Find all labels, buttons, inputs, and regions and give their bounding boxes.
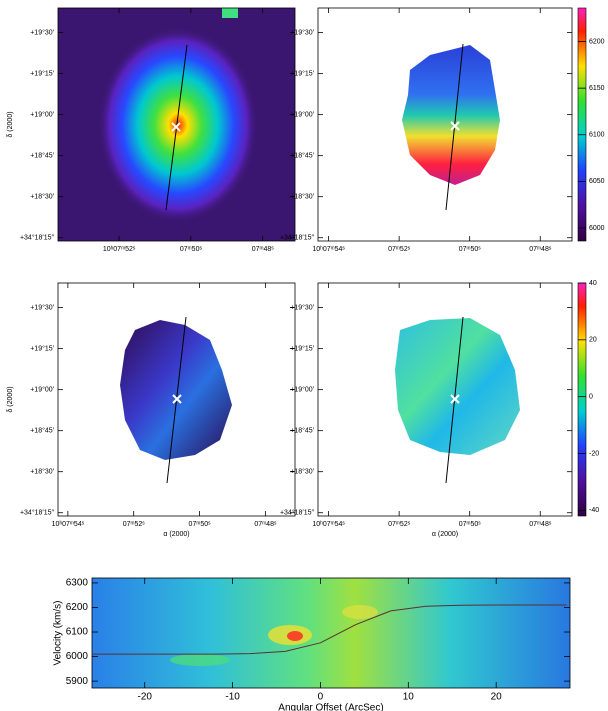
x-tick-label: 07ᵐ52ˢ bbox=[388, 246, 411, 253]
y-tick-label: +19°30′ bbox=[30, 28, 54, 36]
x-tick-label: 0 bbox=[318, 692, 324, 703]
colorbar-tick-label: 6150 bbox=[589, 85, 605, 92]
colorbar-tick-label: 40 bbox=[589, 280, 597, 287]
y-tick-label: +34°18′15″ bbox=[20, 509, 55, 517]
y-tick-label: +18°45′ bbox=[290, 152, 314, 160]
colorbar-tick-label: 6100 bbox=[589, 132, 605, 139]
image-blob bbox=[395, 318, 520, 455]
x-tick-label: -10 bbox=[225, 692, 240, 703]
y-tick-label: +19°00′ bbox=[290, 385, 314, 393]
y-tick-label: 6200 bbox=[66, 602, 89, 613]
x-tick-label: 07ᵐ52ˢ bbox=[388, 521, 411, 528]
y-tick-label: +34°18′15″ bbox=[20, 234, 55, 242]
y-tick-label: +18°30′ bbox=[290, 193, 314, 201]
y-tick-label: +34°18′15″ bbox=[280, 509, 315, 517]
x-tick-label: 07ᵐ50ˢ bbox=[189, 521, 212, 528]
marker bbox=[450, 121, 460, 131]
frame bbox=[91, 577, 571, 689]
colorbar bbox=[577, 282, 587, 517]
image-source bbox=[222, 8, 238, 18]
y-tick-label: +34°18′15″ bbox=[280, 234, 315, 242]
pv-feature bbox=[342, 605, 378, 619]
y-tick-label: 6100 bbox=[66, 627, 89, 638]
x-tick-label: 10ʰ07ᵐ54ˢ bbox=[312, 246, 345, 253]
x-tick-label: 10ʰ07ᵐ54ˢ bbox=[312, 521, 345, 528]
frame bbox=[317, 7, 573, 242]
y-axis-label: Velocity (km/s) bbox=[53, 600, 64, 665]
line bbox=[92, 604, 567, 655]
y-axis-label: δ (2000) bbox=[7, 111, 14, 137]
x-tick-label: 07ᵐ52ˢ bbox=[123, 521, 146, 528]
pv-feature bbox=[287, 631, 303, 641]
x-axis-label: Angular Offset (ArcSec) bbox=[278, 703, 383, 711]
y-tick-label: +18°30′ bbox=[30, 193, 54, 201]
colorbar-tick-label: 6000 bbox=[589, 225, 605, 232]
x-tick-label: 07ᵐ48ˢ bbox=[529, 246, 552, 253]
y-tick-label: +19°30′ bbox=[290, 303, 314, 311]
x-tick-label: 07ᵐ50ˢ bbox=[459, 246, 482, 253]
x-axis-label: α (2000) bbox=[432, 531, 458, 538]
x-tick-label: -20 bbox=[137, 692, 152, 703]
y-tick-label: +18°30′ bbox=[290, 468, 314, 476]
y-tick-label: +19°30′ bbox=[290, 28, 314, 36]
x-tick-label: 07ᵐ50ˢ bbox=[459, 521, 482, 528]
image-blob bbox=[120, 320, 232, 460]
marker bbox=[172, 394, 182, 404]
y-tick-label: +19°15′ bbox=[290, 344, 314, 352]
colorbar-tick-label: 0 bbox=[589, 394, 593, 401]
centre-markers bbox=[171, 121, 460, 404]
y-tick-label: +19°15′ bbox=[30, 344, 54, 352]
y-tick-label: +19°15′ bbox=[30, 69, 54, 77]
y-tick-label: 5900 bbox=[66, 676, 89, 687]
y-tick-label: +18°45′ bbox=[290, 427, 314, 435]
y-tick-label: +19°00′ bbox=[290, 110, 314, 118]
marker bbox=[450, 394, 460, 404]
frame bbox=[317, 282, 573, 517]
x-tick-label: 10 bbox=[403, 692, 415, 703]
colorbar-tick-label: 6200 bbox=[589, 38, 605, 45]
y-tick-label: +18°30′ bbox=[30, 468, 54, 476]
x-tick-label: 20 bbox=[491, 692, 503, 703]
y-tick-label: 6000 bbox=[66, 651, 89, 662]
colorbar-tick-label: -40 bbox=[589, 507, 599, 514]
y-tick-label: +19°00′ bbox=[30, 110, 54, 118]
colorbar-label: km s⁻¹ bbox=[606, 94, 608, 115]
y-tick-label: +19°15′ bbox=[290, 69, 314, 77]
image-blob bbox=[402, 45, 500, 185]
marker bbox=[171, 122, 181, 132]
pv-background bbox=[92, 578, 570, 688]
x-tick-label: 10ʰ07ᵐ54ˢ bbox=[52, 521, 85, 528]
x-tick-label: 07ᵐ50ˢ bbox=[180, 246, 203, 253]
colorbar-label: km s⁻¹ bbox=[606, 369, 608, 390]
y-tick-label: +18°45′ bbox=[30, 152, 54, 160]
y-tick-label: 6300 bbox=[66, 578, 89, 589]
colorbar-tick-label: 20 bbox=[589, 337, 597, 344]
frame bbox=[57, 282, 296, 517]
y-tick-label: +19°00′ bbox=[30, 385, 54, 393]
y-axis-label: δ (2000) bbox=[7, 386, 14, 412]
colorbar-tick-label: 6050 bbox=[589, 178, 605, 185]
colorbar-tick-label: -20 bbox=[589, 450, 599, 457]
frame bbox=[57, 7, 296, 242]
y-tick-label: +18°45′ bbox=[30, 427, 54, 435]
x-axis-label: α (2000) bbox=[163, 531, 189, 538]
x-tick-label: 07ᵐ48ˢ bbox=[529, 521, 552, 528]
x-tick-label: 07ᵐ48ˢ bbox=[252, 246, 275, 253]
x-tick-label: 10ʰ07ᵐ52ˢ bbox=[103, 246, 136, 253]
x-tick-label: 07ᵐ48ˢ bbox=[254, 521, 277, 528]
pv-feature bbox=[170, 654, 230, 666]
colorbar bbox=[577, 7, 587, 242]
y-tick-label: +19°30′ bbox=[30, 303, 54, 311]
